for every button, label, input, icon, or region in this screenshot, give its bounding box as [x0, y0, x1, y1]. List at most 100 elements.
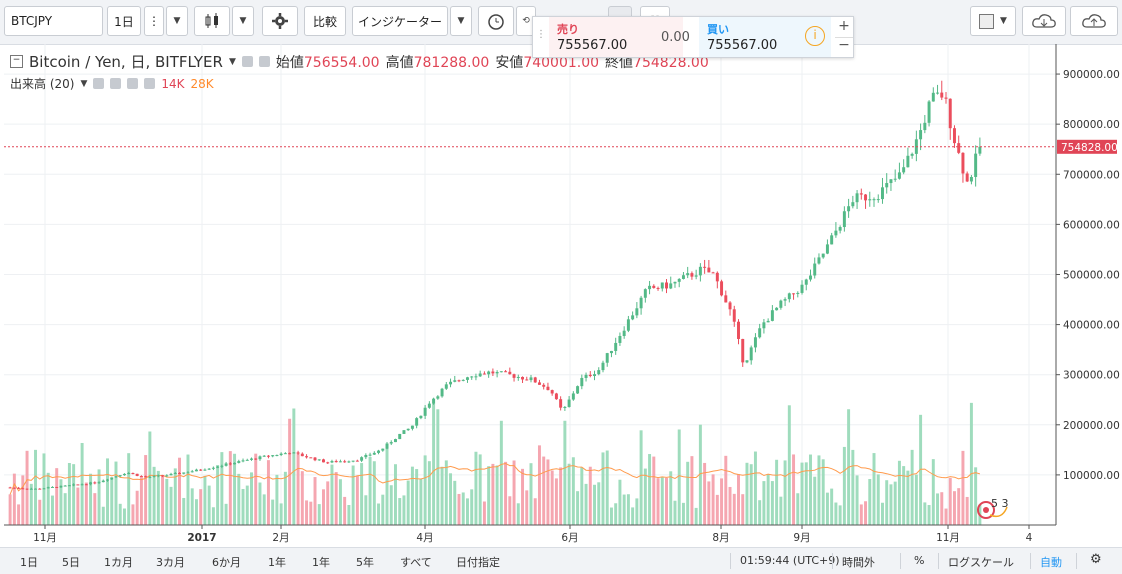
candle-up [122, 473, 126, 476]
volume-bar [783, 460, 787, 525]
range-1y[interactable]: 1年 [312, 556, 330, 569]
volume-menu-icon[interactable]: ▼ [80, 78, 88, 89]
candle-up [410, 425, 414, 429]
volume-bar [118, 503, 122, 525]
volume-bar [724, 455, 728, 525]
visibility-eye-icon[interactable] [241, 56, 253, 67]
volume-bar [410, 466, 414, 525]
y-tick-label: 200000.00 [1063, 420, 1120, 432]
volume-bar [859, 504, 863, 525]
volume-legend: 出来高 (20) ▼ 14K 28K [10, 75, 214, 92]
candle-up [817, 257, 821, 264]
volume-bar [580, 467, 584, 525]
compare-button[interactable]: 比較 [304, 6, 346, 36]
volume-add-icon[interactable] [127, 78, 139, 89]
range-ytd[interactable]: 1年 [268, 556, 286, 569]
volume-bar [508, 496, 512, 525]
candle-up [50, 486, 54, 488]
volume-bar [427, 461, 431, 525]
minus-button[interactable]: − [838, 37, 850, 53]
volume-bar [525, 490, 529, 525]
volume-close-icon[interactable] [144, 78, 156, 89]
volume-bars [8, 402, 982, 525]
price-chart[interactable]: 100000.00 200000.00 300000.00 400000.00 5000… [0, 44, 1122, 547]
drag-handle-icon[interactable]: ⋮⋮ [536, 29, 556, 40]
range-5y[interactable]: 5年 [356, 556, 374, 569]
candle-up [889, 179, 893, 184]
chart-settings-icon[interactable]: ⚙ [1090, 552, 1102, 567]
volume-bar [372, 461, 376, 525]
candle-down [537, 382, 541, 385]
candle-down [8, 487, 12, 489]
candle-down [355, 460, 359, 462]
candle-up [635, 308, 639, 316]
volume-bar [461, 492, 465, 525]
events-badge[interactable]: 5 3 [977, 497, 1009, 519]
cloud-download-icon[interactable] [1022, 6, 1066, 36]
volume-bar [258, 482, 262, 525]
log-scale-toggle[interactable]: ログスケール [948, 556, 1014, 569]
chart-style-dropdown-icon[interactable]: ▼ [232, 6, 254, 36]
candle-up [67, 485, 71, 487]
interval-dropdown-icon[interactable]: ▼ [166, 6, 188, 36]
volume-bar [842, 446, 846, 525]
volume-bar [974, 467, 978, 525]
candle-style-icon[interactable] [194, 6, 230, 36]
candle-up [813, 263, 817, 276]
candle-up [377, 450, 381, 453]
candle-down [703, 266, 707, 268]
volume-bar [703, 462, 707, 525]
color-square-icon[interactable]: ▼ [970, 6, 1016, 36]
volume-eye-icon[interactable] [93, 78, 105, 89]
volume-settings-icon[interactable] [110, 78, 122, 89]
volume-bar [631, 507, 635, 525]
info-icon[interactable]: i [805, 26, 825, 46]
range-1m[interactable]: 1カ月 [104, 556, 133, 569]
plus-button[interactable]: + [835, 18, 853, 38]
range-all[interactable]: すべて [400, 556, 432, 569]
volume-bar [423, 455, 427, 525]
indicators-dropdown-icon[interactable]: ▼ [450, 6, 472, 36]
series-settings-icon[interactable] [258, 56, 270, 67]
session-toggle[interactable]: 時間外 [842, 556, 875, 569]
range-5d[interactable]: 5日 [62, 556, 80, 569]
symbol-search[interactable]: BTCJPY [4, 6, 103, 36]
sell-button[interactable]: 売り 755567.00 [549, 17, 683, 57]
candle-up [258, 456, 262, 460]
volume-bar [114, 461, 118, 525]
volume-bar [313, 477, 317, 525]
candle-down [512, 374, 516, 378]
collapse-legend-icon[interactable]: − [10, 55, 23, 68]
volume-bar [233, 453, 237, 525]
candle-up [89, 482, 93, 485]
candle-up [762, 322, 766, 329]
candle-up [406, 428, 410, 431]
percent-toggle[interactable]: % [914, 554, 925, 567]
volume-bar [228, 451, 232, 525]
candle-up [372, 452, 376, 455]
range-1d[interactable]: 1日 [20, 556, 38, 569]
candle-up [872, 199, 876, 201]
volume-bar [144, 455, 148, 525]
more-intervals-icon[interactable]: ⋮ [144, 6, 164, 36]
candle-up [842, 211, 846, 228]
interval-button[interactable]: 1日 [107, 6, 141, 36]
cloud-upload-icon[interactable] [1070, 6, 1118, 36]
x-tick-label: 2月 [272, 532, 289, 544]
range-6m[interactable]: 6か月 [212, 556, 241, 569]
indicators-button[interactable]: インジケーター [352, 6, 448, 36]
range-3m[interactable]: 3カ月 [156, 556, 185, 569]
candle-up [432, 398, 436, 404]
series-menu-icon[interactable]: ▼ [228, 56, 236, 67]
candle-up [207, 468, 211, 470]
range-custom[interactable]: 日付指定 [456, 556, 500, 569]
candle-down [737, 321, 740, 339]
candle-down [546, 386, 550, 391]
candle-up [465, 377, 469, 380]
alert-clock-icon[interactable] [478, 6, 514, 36]
indicators-label: インジケーター [357, 14, 442, 29]
spread-value: 0.00 [661, 30, 690, 45]
candle-down [144, 476, 148, 478]
settings-gear-icon[interactable] [262, 6, 298, 36]
auto-scale-toggle[interactable]: 自動 [1040, 556, 1062, 569]
